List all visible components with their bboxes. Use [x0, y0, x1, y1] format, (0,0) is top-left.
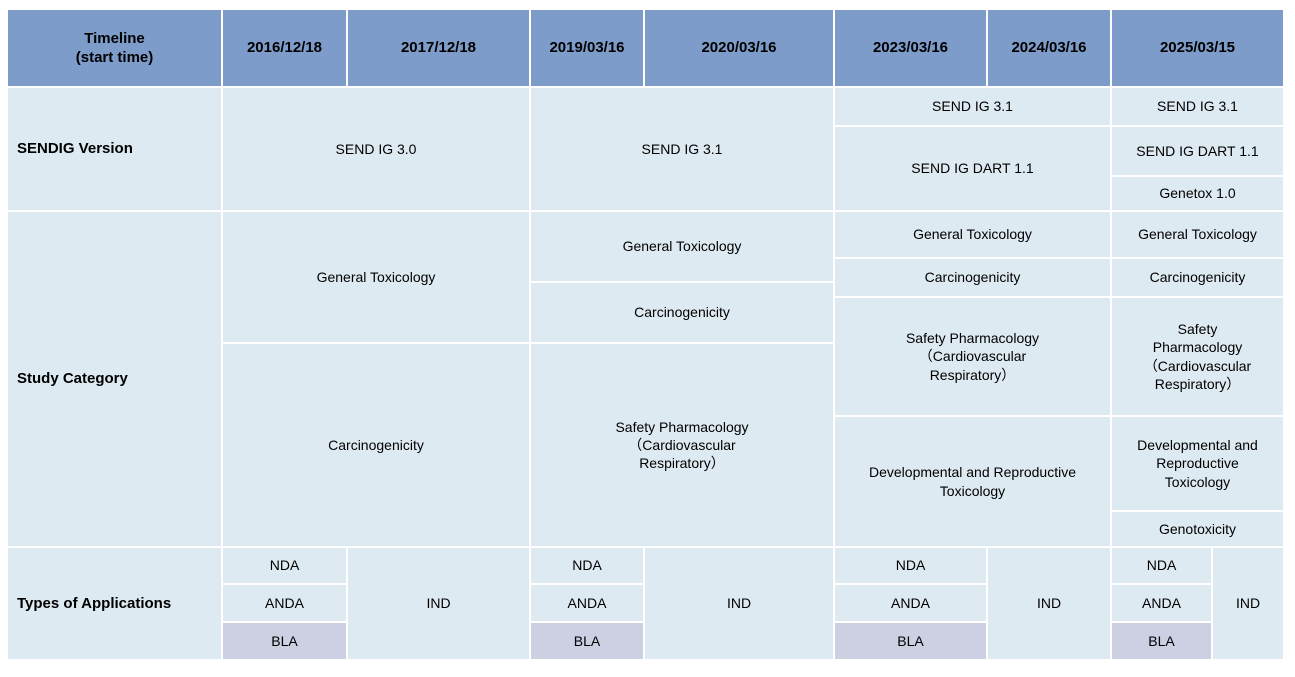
- header-date-2019: 2019/03/16: [531, 10, 643, 86]
- cell-gentox-2019-2020: General Toxicology: [531, 212, 833, 281]
- cell-safpharm-2019-2020: Safety Pharmacology （Cardiovascular Resp…: [531, 344, 833, 546]
- cell-sendig-31-2025: SEND IG 3.1: [1112, 88, 1283, 125]
- cell-dart-tox-2023-2024: Developmental and Reproductive Toxicolog…: [835, 417, 1110, 546]
- header-date-2024: 2024/03/16: [988, 10, 1110, 86]
- cell-sendig-dart-2023-2024: SEND IG DART 1.1: [835, 127, 1110, 210]
- cell-gentox-2025: General Toxicology: [1112, 212, 1283, 257]
- cell-anda-2023: ANDA: [835, 585, 986, 621]
- cell-bla-2016: BLA: [223, 623, 346, 659]
- cell-bla-2025: BLA: [1112, 623, 1211, 659]
- cell-sendig-dart-2025: SEND IG DART 1.1: [1112, 127, 1283, 175]
- cell-sendig-31-2023-2024: SEND IG 3.1: [835, 88, 1110, 125]
- cell-safpharm-2025: Safety Pharmacology （Cardiovascular Resp…: [1112, 298, 1283, 415]
- header-date-2016: 2016/12/18: [223, 10, 346, 86]
- header-date-2020: 2020/03/16: [645, 10, 833, 86]
- cell-anda-2019: ANDA: [531, 585, 643, 621]
- header-date-2017: 2017/12/18: [348, 10, 529, 86]
- cell-ind-2017: IND: [348, 548, 529, 659]
- cell-nda-2025: NDA: [1112, 548, 1211, 583]
- cell-ind-2024: IND: [988, 548, 1110, 659]
- cell-gentox-2016-2017: General Toxicology: [223, 212, 529, 342]
- header-date-2025: 2025/03/15: [1112, 10, 1283, 86]
- cell-nda-2019: NDA: [531, 548, 643, 583]
- cell-carcino-2025: Carcinogenicity: [1112, 259, 1283, 296]
- cell-carcino-2019-2020: Carcinogenicity: [531, 283, 833, 342]
- send-requirements-table: Timeline (start time) 2016/12/18 2017/12…: [8, 10, 1283, 659]
- cell-anda-2025: ANDA: [1112, 585, 1211, 621]
- cell-anda-2016: ANDA: [223, 585, 346, 621]
- cell-ind-2025: IND: [1213, 548, 1283, 659]
- cell-carcino-2023-2024: Carcinogenicity: [835, 259, 1110, 296]
- cell-ind-2020: IND: [645, 548, 833, 659]
- cell-genetox-2025: Genetox 1.0: [1112, 177, 1283, 210]
- row-label-study-category: Study Category: [8, 212, 221, 546]
- cell-genotoxicity-2025: Genotoxicity: [1112, 512, 1283, 546]
- cell-bla-2023: BLA: [835, 623, 986, 659]
- cell-sendig-30-2016-2017: SEND IG 3.0: [223, 88, 529, 210]
- header-date-2023: 2023/03/16: [835, 10, 986, 86]
- cell-dart-tox-2025: Developmental and Reproductive Toxicolog…: [1112, 417, 1283, 510]
- cell-gentox-2023-2024: General Toxicology: [835, 212, 1110, 257]
- cell-carcino-2016-2017: Carcinogenicity: [223, 344, 529, 546]
- cell-nda-2023: NDA: [835, 548, 986, 583]
- cell-sendig-31-2019-2020: SEND IG 3.1: [531, 88, 833, 210]
- row-label-sendig-version: SENDIG Version: [8, 88, 221, 210]
- row-label-types-of-applications: Types of Applications: [8, 548, 221, 659]
- header-timeline: Timeline (start time): [8, 10, 221, 86]
- cell-safpharm-2023-2024: Safety Pharmacology （Cardiovascular Resp…: [835, 298, 1110, 415]
- cell-nda-2016: NDA: [223, 548, 346, 583]
- cell-bla-2019: BLA: [531, 623, 643, 659]
